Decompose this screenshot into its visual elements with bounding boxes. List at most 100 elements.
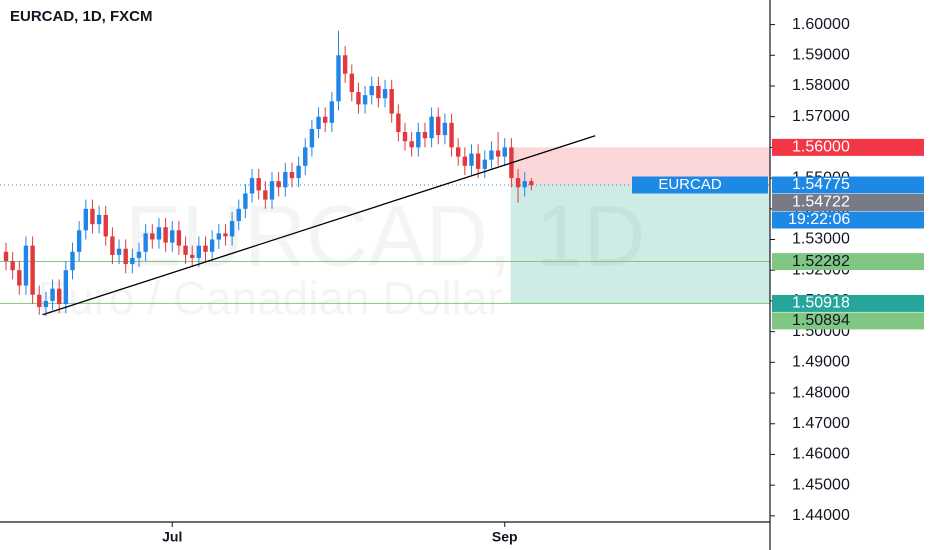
candle-body [522, 181, 527, 188]
candle-body [316, 116, 321, 129]
candle-body [43, 300, 49, 308]
y-tick-label: 1.47000 [792, 415, 850, 432]
candle-body [462, 156, 468, 166]
candle-body [269, 181, 275, 200]
candle-body [515, 178, 521, 188]
candle-body [362, 95, 368, 105]
y-tick-label: 1.60000 [792, 16, 850, 33]
candle-body [336, 55, 341, 102]
candle-body [456, 147, 461, 157]
candle-body [136, 251, 142, 258]
candle-body [143, 233, 148, 252]
candle-body [482, 159, 487, 169]
candle-body [349, 73, 354, 93]
watermark-group: EURCAD, 1D Euro / Canadian Dollar [37, 189, 645, 324]
candle-body [449, 122, 454, 148]
candle-body [409, 141, 414, 148]
candle-body [256, 178, 261, 191]
candle-body [3, 251, 9, 261]
candle-body [429, 116, 434, 139]
candle-body [243, 193, 248, 209]
candle-body [183, 245, 188, 255]
candle-body [402, 132, 408, 142]
candle-body [389, 89, 394, 114]
candle-body [309, 128, 315, 148]
candle-body [76, 230, 82, 252]
candle-body [110, 236, 115, 255]
candle-body [63, 270, 69, 304]
candle-body [223, 233, 228, 237]
candle-body [296, 165, 301, 179]
candle-body [116, 248, 122, 255]
candle-body [342, 55, 348, 74]
last-price-label-bg [772, 176, 924, 194]
watermark: EURCAD, 1D [125, 189, 646, 285]
candle-body [489, 150, 494, 160]
candle-body [10, 261, 15, 271]
price-label: 1.50894 [792, 312, 850, 329]
candle-body [236, 208, 241, 222]
x-tick-label: Sep [492, 529, 518, 545]
countdown: 19:22:06 [788, 211, 850, 228]
candle-body [123, 248, 128, 265]
y-tick-label: 1.44000 [792, 507, 850, 524]
candle-body [163, 227, 168, 243]
candle-body [176, 230, 182, 246]
price-label: 1.56000 [792, 139, 850, 156]
candle-body [356, 92, 361, 105]
candle-body [57, 288, 62, 304]
y-tick-label: 1.46000 [792, 446, 850, 463]
price-label-bg [772, 312, 924, 330]
watermark-subtitle: Euro / Canadian Dollar [37, 272, 502, 324]
candle-body [30, 245, 35, 295]
price-label-bg [772, 138, 924, 156]
target-zone [510, 185, 770, 304]
x-tick-label: Jul [162, 529, 182, 545]
candle-body [229, 221, 235, 237]
candle-body [90, 208, 95, 225]
candle-body [502, 147, 507, 157]
candle-body [209, 239, 215, 252]
symbol-label: EURCAD [658, 176, 722, 193]
candle-body [475, 153, 481, 169]
candle-body [96, 214, 102, 225]
symbol-label-bg [632, 176, 768, 194]
candle-body [196, 245, 202, 258]
candle-body [23, 245, 29, 286]
candle-body [329, 101, 335, 123]
candle-body [382, 89, 388, 99]
y-tick-label: 1.49000 [792, 354, 850, 371]
price-label-bg [772, 253, 924, 271]
price-label: 1.50918 [792, 295, 850, 312]
candle-body [150, 233, 155, 240]
candle-body [37, 294, 42, 308]
candle-body [283, 171, 288, 188]
candle-body [216, 233, 221, 240]
candle-body [529, 181, 534, 186]
candle-body [436, 116, 441, 136]
candle-body [83, 208, 88, 231]
candle-body [130, 257, 135, 265]
candle-body [203, 245, 208, 252]
candle-body [469, 153, 474, 166]
candle-body [289, 171, 295, 179]
candle-body [156, 227, 162, 240]
candle-body [17, 270, 22, 286]
candle-body [396, 113, 401, 133]
candle-body [323, 116, 328, 123]
y-tick-label: 1.59000 [792, 46, 850, 63]
candle-body [190, 254, 195, 258]
last-price-label: 1.54775 [792, 176, 850, 193]
candle-body [170, 230, 175, 243]
candle-body [303, 147, 308, 166]
y-tick-label: 1.53000 [792, 231, 850, 248]
y-tick-label: 1.57000 [792, 108, 850, 125]
candle-body [376, 85, 381, 99]
candle-body [249, 178, 255, 194]
candle-body [70, 251, 75, 271]
candle-body [442, 122, 448, 136]
candle-body [50, 288, 55, 301]
countdown-bg [772, 211, 924, 229]
